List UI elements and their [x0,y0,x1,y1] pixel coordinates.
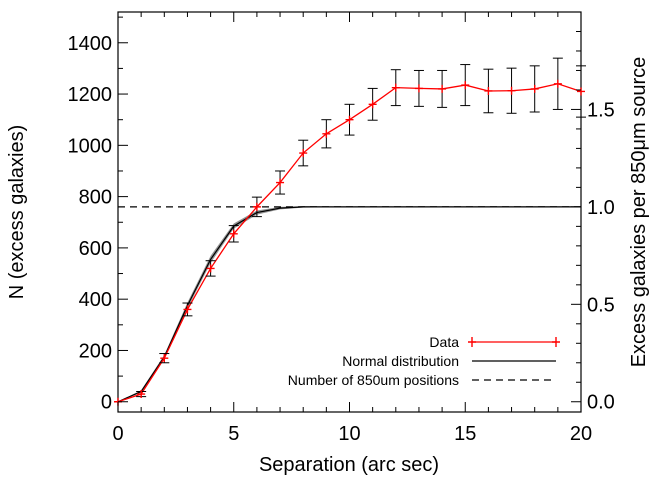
x-tick-label: 15 [454,423,476,445]
data-point [276,178,285,187]
y2-tick-label: 1.5 [587,99,615,121]
data-point [414,84,423,93]
y2-tick-label: 0.5 [587,294,615,316]
data-point [206,264,215,273]
data-point [577,87,585,96]
data-point [345,115,354,124]
data-point [137,390,146,399]
legend-label: Number of 850um positions [288,372,459,388]
y-tick-label: 400 [79,289,112,311]
y2-tick-label: 0.0 [587,392,615,414]
data-point [507,86,516,95]
data-point [322,129,331,138]
data-point [183,305,192,314]
y-axis-title: N (excess galaxies) [6,125,28,300]
data-point [553,79,562,88]
data-point [530,84,539,93]
legend-label: Data [429,334,459,350]
axis-ticks: 0 5 10 15 2002004006008001000120014000.00.51… [68,12,615,445]
y-tick-label: 1400 [68,33,113,55]
y-tick-label: 600 [79,238,112,260]
data-point [160,354,169,363]
y-tick-label: 200 [79,340,112,362]
data-point [438,84,447,93]
legend-data-marker [552,337,560,347]
y2-axis-title: Excess galaxies per 850μm source [628,57,650,368]
data-point [484,86,493,95]
y-tick-label: 0 [101,392,112,414]
data-marks [114,57,586,406]
y-tick-label: 800 [79,187,112,209]
x-tick-label: 5 [228,423,239,445]
x-tick-label: 0 [112,423,123,445]
data-point [252,202,261,211]
data-point [391,83,400,92]
y-tick-label: 1000 [68,135,113,157]
data-point [461,81,470,90]
x-tick-label: 10 [338,423,360,445]
data-point [229,229,238,238]
y2-tick-label: 1.0 [587,197,615,219]
legend: Data Normal distribution Number of 850um p… [288,334,560,388]
y-tick-label: 1200 [68,84,113,106]
data-point [368,100,377,109]
legend-label: Normal distribution [342,353,459,369]
legend-data-marker [468,337,476,347]
x-tick-label: 20 [570,423,592,445]
x-axis-title: Separation (arc sec) [259,454,439,476]
data-point [299,149,308,158]
